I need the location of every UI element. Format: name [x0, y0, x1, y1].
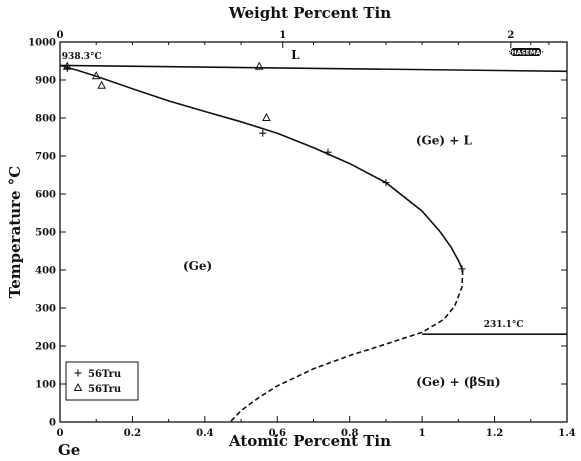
x-tick-label: 1.2	[486, 428, 503, 439]
plus-marker	[382, 179, 390, 187]
y-tick-label: 800	[35, 114, 56, 125]
plus-marker	[74, 369, 82, 377]
triangle-marker	[73, 382, 83, 391]
x-tick-label: 0.2	[124, 428, 141, 439]
y-tick-label: 400	[35, 266, 56, 277]
region-label: (Ge)	[183, 259, 212, 273]
top-axis: 0 1 2	[57, 30, 550, 48]
legend-box	[65, 361, 139, 401]
triangle-marker	[62, 61, 72, 70]
phase-boundaries	[59, 64, 568, 423]
logo-badge	[508, 48, 544, 56]
top-tick-label: 1	[279, 30, 286, 41]
top-tick-label: 2	[507, 30, 514, 41]
temperature-annotation: 938.3°C	[62, 52, 102, 62]
y-tick-label: 1000	[28, 38, 56, 49]
chart-title: Weight Percent Tin	[228, 4, 391, 22]
curve-liquidus	[59, 64, 568, 73]
y-tick-label: 900	[35, 76, 56, 87]
y-tick-label: 200	[35, 342, 56, 353]
y-tick-label: 0	[49, 418, 56, 429]
legend-entry: 56Tru	[88, 369, 121, 380]
curve-solvus	[421, 269, 464, 333]
x-axis: 0 0.2 0.4 0.6 0.8 1 1.2 1.4	[57, 416, 576, 439]
legend: 56Tru 56Tru	[65, 361, 139, 401]
y-axis: 0 100 200 300 400 500 600 700 800 900 1000	[28, 38, 567, 429]
data-markers	[62, 61, 466, 273]
temperature-annotations: 938.3°C 231.1°C	[62, 52, 524, 330]
y-tick-label: 600	[35, 190, 56, 201]
triangle-marker	[97, 80, 106, 89]
y-tick-label: 700	[35, 152, 56, 163]
curve-solvus-low	[229, 331, 423, 423]
x-start-label: Ge	[58, 441, 80, 459]
y-axis-title: Temperature °C	[6, 166, 24, 299]
triangle-marker	[254, 61, 264, 70]
y-tick-label: 100	[35, 380, 56, 391]
x-tick-label: 0.4	[196, 428, 213, 439]
x-tick-label: 1.4	[558, 428, 575, 439]
x-tick-label: 0.8	[341, 428, 358, 439]
y-tick-label: 300	[35, 304, 56, 315]
x-tick-label: 0.6	[269, 428, 286, 439]
region-label: (Ge) + L	[416, 134, 473, 148]
y-tick-label: 500	[35, 228, 56, 239]
plus-marker	[324, 148, 332, 156]
triangle-marker	[262, 112, 271, 121]
plus-marker	[458, 265, 466, 273]
x-tick-label: 0	[57, 428, 64, 439]
top-tick-label: 0	[57, 30, 64, 41]
temperature-annotation: 231.1°C	[484, 320, 524, 330]
phase-region-labels: L (Ge) + L (Ge) (Ge) + (βSn)	[183, 48, 501, 389]
x-axis-title: Atomic Percent Tin	[228, 432, 391, 450]
plus-marker	[63, 65, 71, 73]
phasemap-logo: PHASEMAP	[507, 48, 545, 56]
triangle-marker	[91, 71, 101, 80]
plus-marker	[259, 129, 267, 137]
logo-text: PHASEMAP	[507, 49, 545, 56]
region-label: (Ge) + (βSn)	[416, 375, 500, 389]
region-label: L	[291, 48, 300, 62]
curve-solidus	[59, 64, 464, 271]
x-tick-label: 1	[419, 428, 426, 439]
legend-entry: 56Tru	[88, 384, 121, 395]
